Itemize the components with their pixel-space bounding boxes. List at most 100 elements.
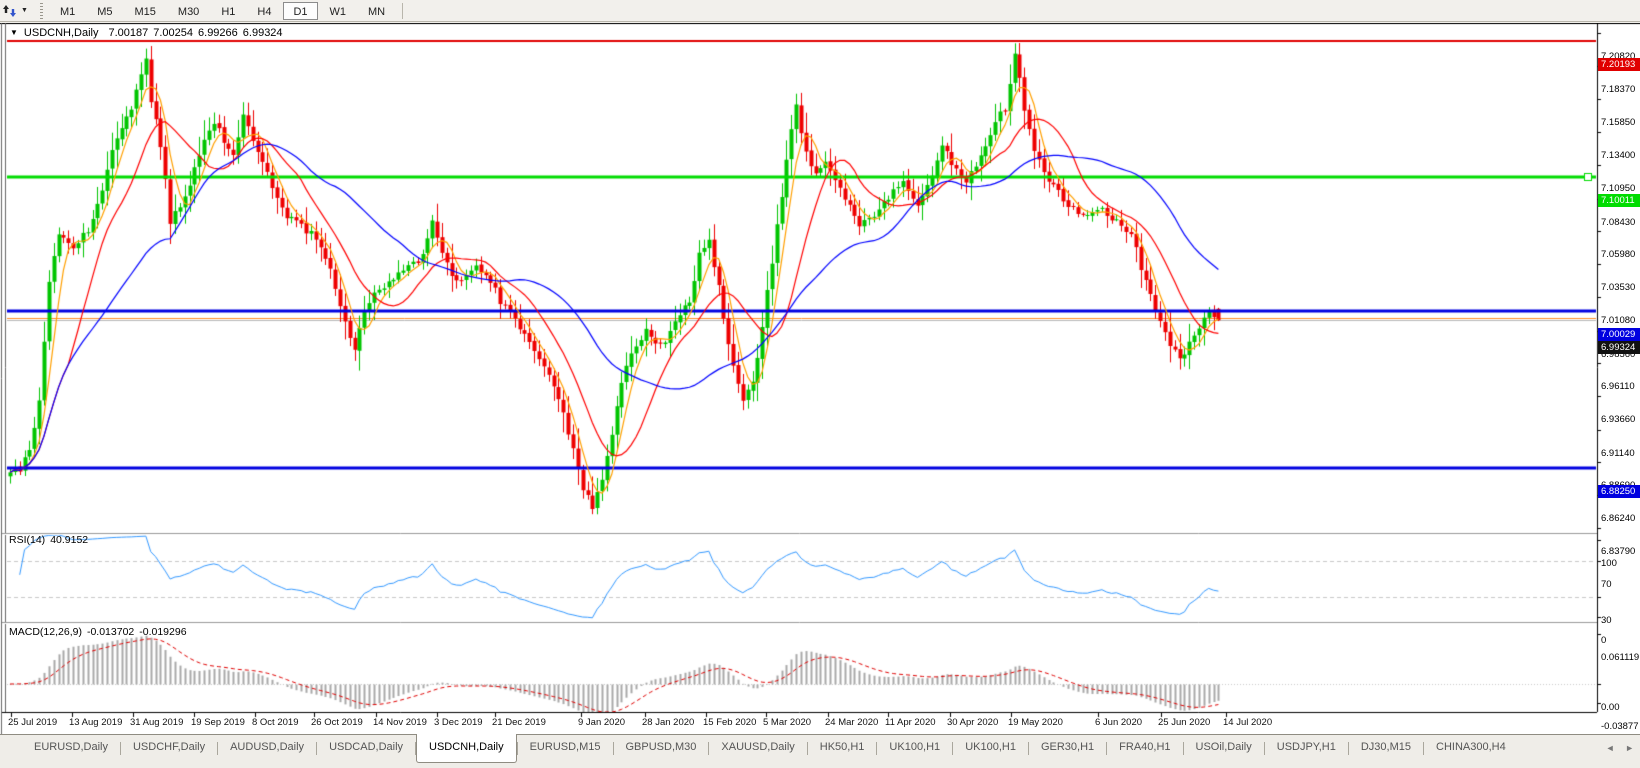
date-axis-label: 8 Oct 2019 (252, 717, 299, 728)
macd-name: MACD(12,26,9) (9, 626, 82, 638)
timeframe-m1[interactable]: M1 (59, 5, 76, 18)
tab-eurusd-daily[interactable]: EURUSD,Daily (34, 741, 108, 753)
tab-usdjpy-h1[interactable]: USDJPY,H1 (1276, 741, 1336, 753)
tab-separator (1347, 742, 1349, 755)
chart-menu-icon[interactable]: ▼ (10, 28, 18, 37)
price-tag: 7.00029 (1598, 328, 1640, 341)
chart-tabs: EURUSD,Daily USDCHF,Daily AUDUSD,Daily USDC… (22, 734, 1518, 763)
date-axis-label: 11 Apr 2020 (885, 717, 936, 728)
tab-separator (119, 742, 121, 755)
tab-hk50-h1[interactable]: HK50,H1 (819, 741, 865, 753)
tab-audusd-daily[interactable]: AUDUSD,Daily (230, 741, 305, 753)
date-axis-label: 14 Jul 2020 (1223, 717, 1273, 728)
tab-china300-h4[interactable]: CHINA300,H4 (1436, 741, 1506, 753)
chart-window: ▼ USDCNH,Daily 7.00187 7.00254 6.99266 6.9932… (0, 23, 1640, 734)
timeframe-d1[interactable]: D1 (283, 1, 318, 20)
date-axis-label: 5 Mar 2020 (763, 717, 812, 728)
timeframe-buttons: M1 M5 M15 M30 H1 H4 D1 W1 MN (49, 1, 396, 20)
tab-usdchf-daily[interactable]: USDCHF,Daily (132, 741, 206, 753)
price-axis-tick-label: 7.05980 (1601, 249, 1640, 260)
toolbar-separator (402, 2, 404, 19)
date-axis-label: 24 Mar 2020 (825, 717, 879, 728)
date-axis-label: 26 Oct 2019 (311, 717, 363, 728)
quote-value: 6.99266 (198, 27, 238, 39)
tab-usoil-daily[interactable]: USOil,Daily (1195, 741, 1252, 753)
price-axis-tick-label: 6.96110 (1601, 381, 1640, 392)
tab-scroll-controls: ◄ ► (1598, 743, 1634, 753)
rsi-axis-tick-label: 100 (1601, 558, 1640, 569)
tab-separator (612, 742, 614, 755)
chart-title: ▼ USDCNH,Daily 7.00187 7.00254 6.99266 6.9932… (10, 27, 288, 39)
toolbar-drag-handle[interactable] (39, 2, 43, 19)
macd-axis-tick-label: -0.03877 (1601, 721, 1640, 732)
date-axis-label: 25 Jul 2019 (8, 717, 58, 728)
timeframe-m30[interactable]: M30 (177, 5, 200, 18)
tab-separator (806, 742, 808, 755)
date-axis-label: 21 Dec 2019 (492, 717, 546, 728)
quote-value: 7.00187 (108, 27, 149, 39)
tab-uk100-h1[interactable]: UK100,H1 (965, 741, 1016, 753)
tab-usdcnh-daily[interactable]: USDCNH,Daily (416, 734, 517, 763)
tab-gbpusd-m30[interactable]: GBPUSD,M30 (625, 741, 697, 753)
price-axis-tick-label: 7.01080 (1601, 315, 1640, 326)
price-axis-tick-label: 7.08430 (1601, 217, 1640, 228)
timeframe-h1[interactable]: H1 (221, 5, 236, 18)
price-chart-canvas[interactable] (0, 23, 1640, 734)
tab-fra40-h1[interactable]: FRA40,H1 (1119, 741, 1171, 753)
tab-separator (415, 742, 417, 755)
rsi-axis-tick-label: 0 (1601, 635, 1640, 646)
tab-uk100-h1[interactable]: UK100,H1 (889, 741, 941, 753)
quote-value: 6.99324 (242, 27, 283, 39)
timeframe-m15[interactable]: M15 (134, 5, 156, 18)
price-tag: 6.88250 (1598, 485, 1640, 498)
tab-separator (316, 742, 318, 755)
price-tag: 7.20193 (1598, 58, 1640, 71)
tab-separator (1263, 742, 1265, 755)
chart-ohlc-values: 7.00187 7.00254 6.99266 6.99324 (108, 27, 287, 39)
timeframe-mn[interactable]: MN (368, 5, 386, 18)
price-axis-tick-label: 6.91140 (1601, 448, 1640, 459)
tab-dj30-m15[interactable]: DJ30,M15 (1360, 741, 1411, 753)
tab-xauusd-daily[interactable]: XAUUSD,Daily (721, 741, 795, 753)
price-axis-tick-label: 7.13400 (1601, 150, 1640, 161)
date-axis-label: 28 Jan 2020 (642, 717, 695, 728)
chevron-down-icon[interactable]: ▼ (21, 7, 28, 14)
macd-signal-value: -0.019296 (139, 626, 187, 638)
price-axis-tick-label: 7.18370 (1601, 84, 1640, 95)
price-axis-tick-label: 7.03530 (1601, 282, 1640, 293)
date-axis-label: 25 Jun 2020 (1158, 717, 1211, 728)
date-axis-label: 6 Jun 2020 (1095, 717, 1143, 728)
tab-ger30-h1[interactable]: GER30,H1 (1040, 741, 1095, 753)
tab-scroll-left-icon[interactable]: ◄ (1605, 743, 1615, 753)
tab-separator (1027, 742, 1029, 755)
price-axis-tick-label: 7.10950 (1601, 183, 1640, 194)
macd-indicator-label: MACD(12,26,9) -0.013702 -0.019296 (9, 626, 192, 638)
chart-symbol-label: USDCNH,Daily (23, 27, 99, 39)
timeframe-h4[interactable]: H4 (257, 5, 272, 18)
tab-separator (952, 742, 954, 755)
date-axis-label: 19 May 2020 (1008, 717, 1063, 728)
price-axis-tick-label: 7.15850 (1601, 117, 1640, 128)
price-tag: 7.10011 (1598, 194, 1640, 207)
price-axis-tick-label: 6.86240 (1601, 513, 1640, 524)
macd-axis-tick-label: 0.00 (1601, 702, 1640, 713)
price-axis-tick-label: 7.20820 (1601, 51, 1640, 62)
rsi-indicator-label: RSI(14) 40.9152 (9, 534, 93, 546)
tab-scroll-right-icon[interactable]: ► (1625, 743, 1634, 753)
macd-main-value: -0.013702 (86, 626, 135, 638)
tab-separator (217, 742, 219, 755)
date-axis-label: 31 Aug 2019 (130, 717, 184, 728)
price-axis-tick-label: 6.83790 (1601, 546, 1640, 557)
rsi-axis-tick-label: 30 (1601, 615, 1640, 626)
timeframe-w1[interactable]: W1 (329, 5, 347, 18)
tab-separator (516, 742, 518, 755)
date-axis-label: 15 Feb 2020 (703, 717, 757, 728)
tab-eurusd-m15[interactable]: EURUSD,M15 (529, 741, 601, 753)
date-axis-label: 13 Aug 2019 (69, 717, 123, 728)
symbols-icon[interactable] (3, 4, 17, 18)
timeframe-m5[interactable]: M5 (97, 5, 113, 18)
date-axis-label: 9 Jan 2020 (578, 717, 626, 728)
chart-tabs-bar: EURUSD,Daily USDCHF,Daily AUDUSD,Daily USDC… (0, 734, 1640, 768)
tab-usdcad-daily[interactable]: USDCAD,Daily (329, 741, 404, 753)
